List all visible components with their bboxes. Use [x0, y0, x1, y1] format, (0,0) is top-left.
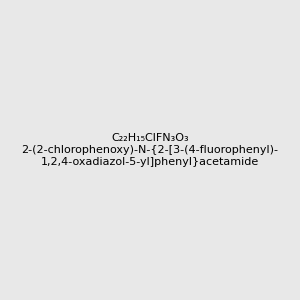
Text: C₂₂H₁₅ClFN₃O₃
2-(2-chlorophenoxy)-N-{2-[3-(4-fluorophenyl)-
1,2,4-oxadiazol-5-yl: C₂₂H₁₅ClFN₃O₃ 2-(2-chlorophenoxy)-N-{2-[…: [22, 134, 278, 166]
